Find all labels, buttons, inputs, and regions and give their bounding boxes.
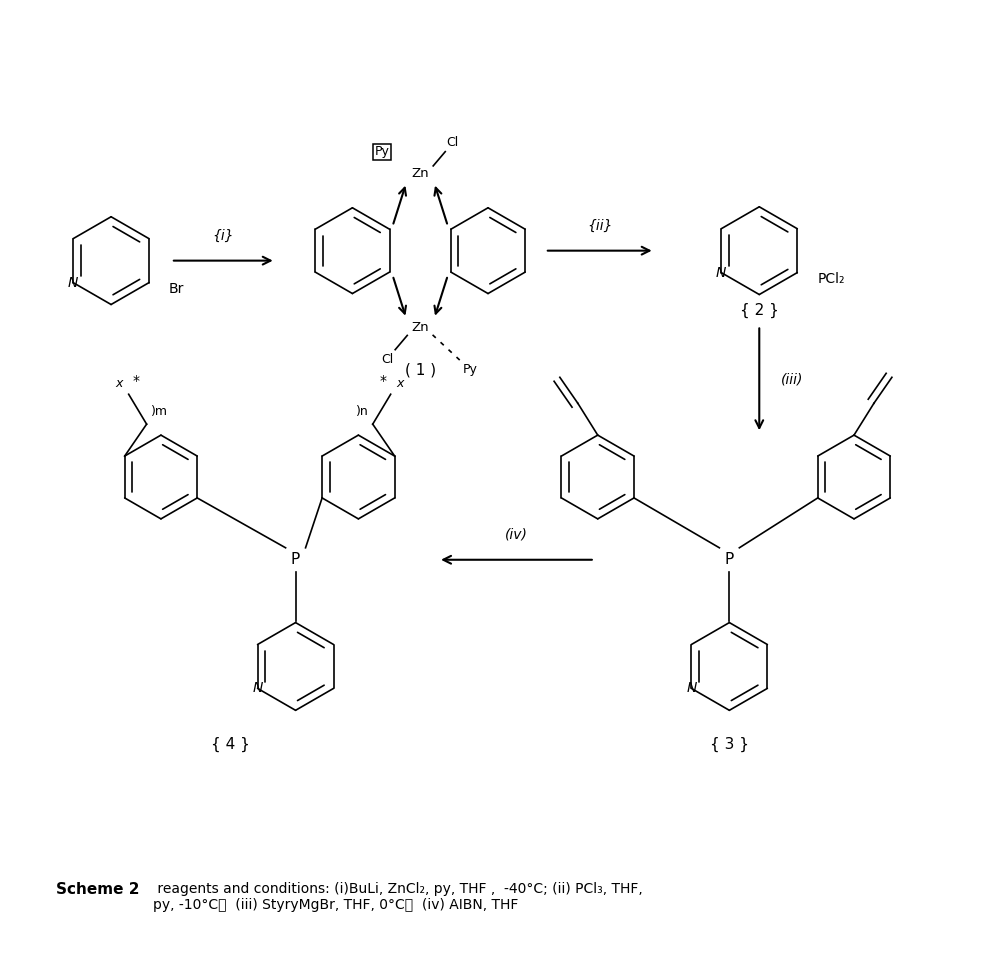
Text: )n: )n bbox=[356, 405, 369, 418]
Text: N: N bbox=[68, 276, 78, 289]
Text: { 4 }: { 4 } bbox=[211, 736, 250, 752]
Text: *: * bbox=[133, 374, 140, 389]
Text: )m: )m bbox=[151, 405, 168, 418]
Text: P: P bbox=[725, 552, 734, 567]
Text: P: P bbox=[291, 552, 300, 567]
Text: *: * bbox=[380, 374, 387, 389]
Text: Py: Py bbox=[375, 145, 390, 159]
Text: Py: Py bbox=[463, 363, 478, 376]
Text: (iv): (iv) bbox=[505, 528, 527, 541]
Text: Scheme 2: Scheme 2 bbox=[56, 881, 140, 897]
Text: reagents and conditions: (i)BuLi, ZnCl₂, py, THF ,  -40°C; (ii) PCl₃, THF,
py, -: reagents and conditions: (i)BuLi, ZnCl₂,… bbox=[153, 881, 643, 912]
Text: x: x bbox=[115, 377, 123, 391]
Text: PCl₂: PCl₂ bbox=[817, 271, 845, 286]
Text: N: N bbox=[716, 265, 726, 280]
Text: N: N bbox=[686, 681, 697, 695]
Text: Zn: Zn bbox=[411, 167, 429, 180]
Text: Cl: Cl bbox=[381, 353, 394, 366]
Text: (iii): (iii) bbox=[781, 372, 804, 386]
Text: Zn: Zn bbox=[411, 321, 429, 334]
Text: { 3 }: { 3 } bbox=[710, 736, 749, 752]
Text: ( 1 ): ( 1 ) bbox=[405, 363, 436, 378]
Text: Cl: Cl bbox=[446, 136, 459, 149]
Text: Br: Br bbox=[169, 282, 184, 295]
Text: {ii}: {ii} bbox=[587, 219, 612, 233]
Text: {i}: {i} bbox=[212, 228, 234, 243]
Text: N: N bbox=[252, 681, 263, 695]
Text: x: x bbox=[397, 377, 404, 391]
Text: { 2 }: { 2 } bbox=[740, 303, 779, 318]
